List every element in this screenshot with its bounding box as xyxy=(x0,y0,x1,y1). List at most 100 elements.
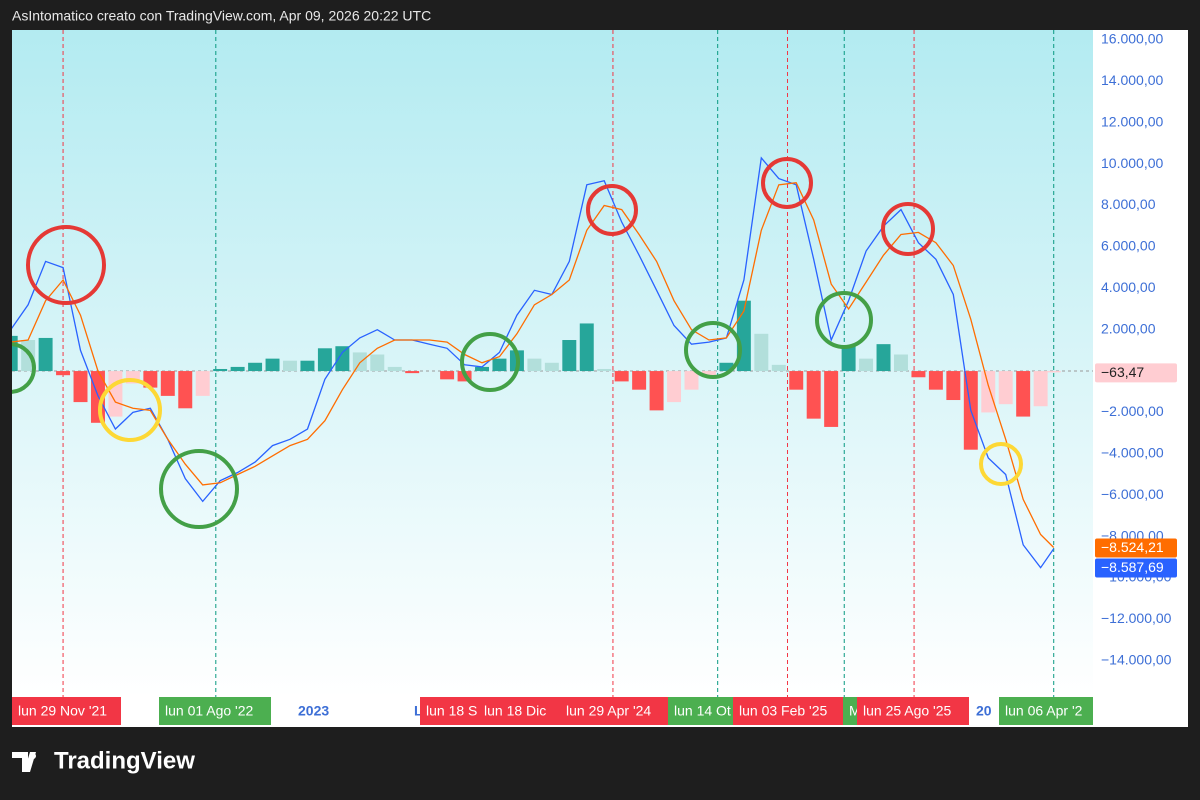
histogram-bar xyxy=(475,366,490,372)
y-tick-label: 8.000,00 xyxy=(1101,196,1156,212)
histogram-bar xyxy=(317,348,332,372)
histogram-bar xyxy=(440,371,455,380)
time-label: lun 25 Ago '25 xyxy=(863,703,952,719)
histogram-bar xyxy=(789,371,804,390)
time-label: lun 01 Ago '22 xyxy=(165,703,254,719)
histogram-bar xyxy=(719,362,734,372)
y-tick-label: 16.000,00 xyxy=(1101,31,1163,47)
histogram-bar xyxy=(1033,371,1048,407)
histogram-bar xyxy=(335,346,350,372)
y-tick-label: −14.000,00 xyxy=(1101,651,1172,667)
histogram-bar xyxy=(12,335,18,372)
circle xyxy=(586,184,638,236)
histogram-bar xyxy=(352,352,367,372)
logo-icon xyxy=(12,752,36,772)
price-label-bg xyxy=(1095,363,1177,383)
circle xyxy=(159,449,239,529)
histogram-bar xyxy=(1016,371,1031,417)
histogram-bar xyxy=(1046,371,1061,373)
histogram-bar xyxy=(248,362,263,372)
time-tag-bg xyxy=(857,697,969,725)
circle xyxy=(815,291,873,349)
histogram-bar xyxy=(981,371,996,413)
histogram-bar xyxy=(265,358,280,372)
header: AsIntomatico creato con TradingView.com,… xyxy=(12,8,431,24)
y-tick-label: 2.000,00 xyxy=(1101,320,1156,336)
histogram-bar xyxy=(893,354,908,372)
time-tag-bg xyxy=(733,697,843,725)
histogram-bar xyxy=(213,368,228,372)
histogram-bar xyxy=(195,371,210,396)
histogram-bar xyxy=(56,371,71,376)
histogram-bar xyxy=(544,362,559,372)
histogram-bar xyxy=(527,358,542,372)
histogram-bar xyxy=(597,368,612,372)
histogram-bar xyxy=(38,337,53,372)
time-label: L xyxy=(414,703,423,719)
y-tick-label: 12.000,00 xyxy=(1101,113,1163,129)
price-label: −8.524,21 xyxy=(1101,539,1164,555)
price-label: −63,47 xyxy=(1101,364,1144,380)
histogram-bar xyxy=(859,358,874,372)
time-label: lun 29 Nov '21 xyxy=(18,703,107,719)
histogram-bar xyxy=(754,333,769,372)
histogram-bar xyxy=(614,371,629,382)
plot xyxy=(12,30,1093,697)
histogram-bar xyxy=(492,358,507,372)
circle xyxy=(26,225,106,305)
price-label-bg xyxy=(1095,558,1177,578)
time-label: lun 03 Feb '25 xyxy=(739,703,828,719)
histogram-bar xyxy=(405,371,420,374)
y-tick-label: 14.000,00 xyxy=(1101,72,1163,88)
price-label: −8.587,69 xyxy=(1101,559,1164,575)
time-tag-bg xyxy=(560,697,668,725)
time-tag-bg xyxy=(478,697,560,725)
time-label: 2023 xyxy=(298,703,329,719)
circle xyxy=(98,378,162,442)
y-tick-label: 10.000,00 xyxy=(1101,155,1163,171)
time-tag-bg xyxy=(999,697,1093,725)
histogram-bar xyxy=(946,371,961,401)
y-tick-label: 4.000,00 xyxy=(1101,279,1156,295)
histogram-bar xyxy=(300,360,315,372)
price-label-bg xyxy=(1095,538,1177,558)
histogram-bar xyxy=(876,344,891,372)
brand: TradingView xyxy=(54,747,195,774)
circle xyxy=(761,157,813,209)
histogram-bar xyxy=(178,371,193,409)
circle xyxy=(460,332,520,392)
histogram-bar xyxy=(806,371,821,419)
circle xyxy=(979,442,1023,486)
histogram-bar xyxy=(579,323,594,372)
histogram-bar xyxy=(998,371,1013,405)
histogram-bar xyxy=(701,371,716,376)
time-tag-bg xyxy=(843,697,857,725)
y-tick-label: −2.000,00 xyxy=(1101,403,1164,419)
histogram-bar xyxy=(911,371,926,378)
time-label: lun 14 Ot xyxy=(674,703,731,719)
annotations xyxy=(12,157,1023,529)
time-tag-bg xyxy=(668,697,733,725)
y-tick-label: −6.000,00 xyxy=(1101,486,1164,502)
time-label: lun 18 Dic xyxy=(484,703,546,719)
histogram-bar xyxy=(667,371,682,403)
histogram-bar xyxy=(771,364,786,372)
time-label: lun 29 Apr '24 xyxy=(566,703,651,719)
y-tick-label: −12.000,00 xyxy=(1101,610,1172,626)
histogram-bar xyxy=(562,340,577,372)
time-label: lun 18 S xyxy=(426,703,477,719)
time-tag-bg xyxy=(159,697,271,725)
histogram-bar xyxy=(283,360,297,372)
circle xyxy=(881,202,935,256)
histogram-bar xyxy=(160,371,175,396)
y-tick-label: 6.000,00 xyxy=(1101,238,1156,254)
logo-icon xyxy=(30,753,36,759)
histogram-bar xyxy=(649,371,664,411)
histogram-bar xyxy=(928,371,943,390)
histogram-bar xyxy=(387,366,402,372)
axes: 16.000,00 14.000,00 12.000,00 10.000,00 8.00… xyxy=(12,31,1177,725)
logo: TradingView xyxy=(12,747,195,774)
histogram-bar xyxy=(632,371,647,390)
